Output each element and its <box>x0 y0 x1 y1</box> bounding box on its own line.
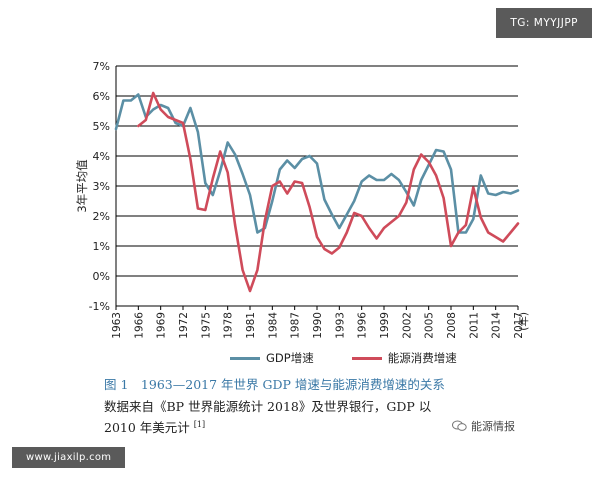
legend-label-gdp: GDP增速 <box>266 351 314 365</box>
series-lines <box>114 91 520 293</box>
figure-caption: 图 1 1963—2017 年世界 GDP 增速与能源消费增速的关系 <box>104 377 445 392</box>
legend-label-energy: 能源消费增速 <box>387 351 457 365</box>
x-tick-label: 2002 <box>401 312 413 339</box>
wechat-icon <box>452 420 467 431</box>
series-line-energy <box>137 91 520 293</box>
tick-labels: -1% 0% 1% 2% 3% 4% 5% 6% 7% 1963 1966 1969 1972 1975 1… <box>75 60 530 339</box>
x-tick-label: 1987 <box>290 312 302 339</box>
series-line-gdp <box>114 93 520 234</box>
axes <box>115 66 519 310</box>
x-tick-label: 1966 <box>133 312 145 339</box>
x-tick-label: 1999 <box>379 312 391 339</box>
legend-entry-energy: 能源消费增速 <box>351 350 457 366</box>
y-tick-label: 6% <box>93 90 110 103</box>
y-tick-label: 3% <box>93 180 110 193</box>
y-tick-label: 7% <box>93 60 110 73</box>
wechat-watermark: 能源情报 <box>452 418 515 434</box>
y-axis-title: 3年平均值 <box>75 159 89 213</box>
x-tick-label: 2005 <box>424 312 436 339</box>
x-tick-label: 1972 <box>178 312 190 339</box>
x-tick-label: 1981 <box>245 312 257 339</box>
site-watermark: www.jiaxilp.com <box>12 447 126 468</box>
x-tick-label: 2017 <box>513 312 525 339</box>
x-tick-label: 1990 <box>312 312 324 339</box>
y-tick-label: -1% <box>89 300 110 313</box>
x-tick-label: 1996 <box>357 312 369 339</box>
y-tick-label: 1% <box>93 240 110 253</box>
x-tick-label: 1978 <box>223 312 235 339</box>
watermark-badge: TG: MYYJJPP <box>496 8 592 38</box>
source-line-2-text: 2010 年美元计 <box>104 420 190 436</box>
source-line-2: 2010 年美元计 [1] <box>104 416 524 437</box>
wechat-label: 能源情报 <box>471 420 515 433</box>
grid-lines <box>116 65 518 307</box>
x-tick-label: 2014 <box>491 312 503 339</box>
y-tick-label: 2% <box>93 210 110 223</box>
x-tick-label: 1963 <box>111 312 123 339</box>
y-tick-label: 0% <box>93 270 110 283</box>
x-tick-label: 1993 <box>334 312 346 339</box>
x-tick-label: 2011 <box>468 312 480 339</box>
source-note: 数据来自《BP 世界能源统计 2018》及世界银行，GDP 以 2010 年美元… <box>104 398 524 437</box>
legend: GDP增速 能源消费增速 <box>230 350 457 366</box>
y-tick-label: 5% <box>93 120 110 133</box>
x-tick-label: 1969 <box>156 312 168 339</box>
source-reference: [1] <box>193 420 206 429</box>
x-tick-label: 1975 <box>200 312 212 339</box>
legend-swatch-energy <box>351 356 382 360</box>
y-tick-label: 4% <box>93 150 110 163</box>
legend-entry-gdp: GDP增速 <box>230 350 314 366</box>
x-tick-label: 2008 <box>446 312 458 339</box>
x-axis-label: (年) <box>517 312 530 331</box>
legend-swatch-gdp <box>230 356 260 360</box>
source-line-1: 数据来自《BP 世界能源统计 2018》及世界银行，GDP 以 <box>104 399 432 414</box>
x-tick-label: 1984 <box>267 312 279 339</box>
